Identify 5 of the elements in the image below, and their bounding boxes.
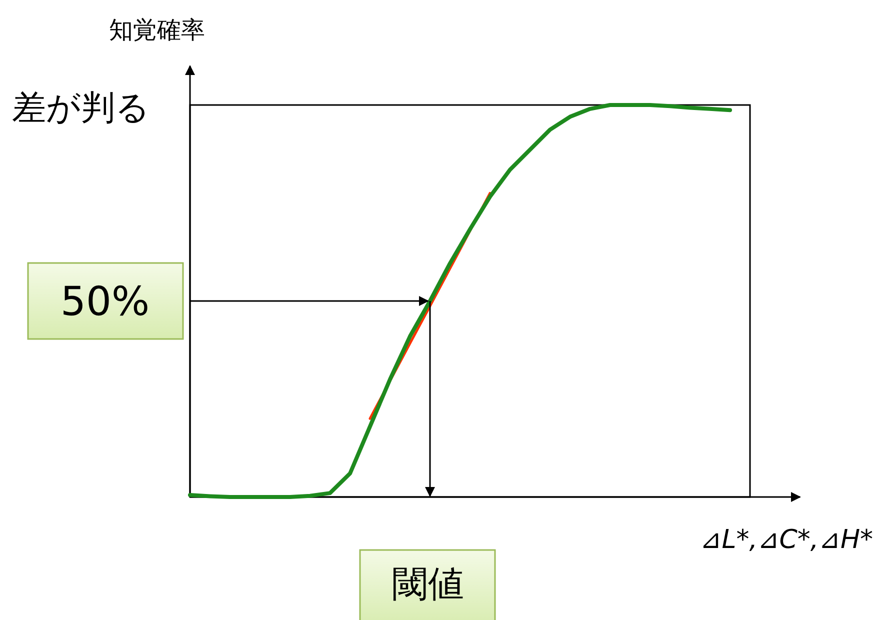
y-axis-title: 知覚確率 (109, 16, 205, 44)
text: 閾値 (392, 564, 464, 605)
text: 差が判る (12, 88, 150, 128)
x-axis-title: ⊿L*,⊿C*,⊿H* (700, 525, 873, 555)
ref-line-label: 50% (60, 279, 150, 325)
